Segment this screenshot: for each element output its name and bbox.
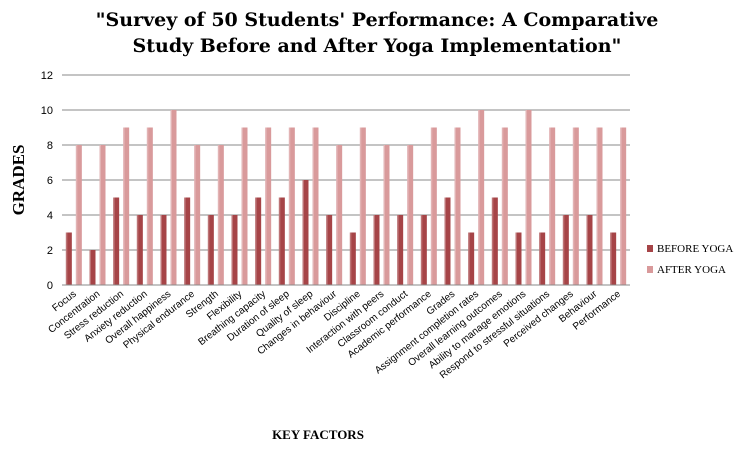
bar-after — [288, 127, 295, 285]
bar-before — [539, 232, 546, 285]
x-axis-title: KEY FACTORS — [272, 427, 364, 442]
bar-after — [217, 145, 224, 285]
bar-after — [525, 110, 532, 285]
chart-title-line-1: "Survey of 50 Students' Performance: A C… — [96, 9, 659, 31]
bar-after — [194, 145, 201, 285]
y-tick-label: 4 — [47, 210, 53, 222]
bar-before — [586, 215, 593, 285]
bar-after — [501, 127, 508, 285]
y-axis-title: GRADES — [9, 145, 28, 216]
legend-swatch — [647, 245, 653, 252]
y-axis-ticks: 0 2 4 6 8 10 12 — [41, 70, 53, 292]
legend-label: AFTER YOGA — [657, 264, 726, 276]
bar-after — [99, 145, 106, 285]
bar-after — [265, 127, 272, 285]
bar-after — [312, 127, 319, 285]
bar-before — [255, 197, 262, 285]
legend-swatch — [647, 266, 653, 273]
bar-after — [620, 127, 627, 285]
bar-after — [146, 127, 153, 285]
bar-before — [136, 215, 143, 285]
bar-before — [491, 197, 498, 285]
bar-before — [349, 232, 356, 285]
bar-before — [468, 232, 475, 285]
bar-before — [326, 215, 333, 285]
legend: BEFORE YOGA AFTER YOGA — [647, 243, 733, 276]
bar-before — [373, 215, 380, 285]
bar-before — [207, 215, 214, 285]
bar-before — [397, 215, 404, 285]
bar-after — [596, 127, 603, 285]
bar-before — [420, 215, 427, 285]
bar-after — [478, 110, 485, 285]
bar-after — [241, 127, 248, 285]
bar-after — [75, 145, 82, 285]
y-tick-label: 0 — [47, 280, 53, 292]
bar-before — [302, 180, 309, 285]
y-tick-label: 12 — [41, 70, 53, 82]
bar-before — [113, 197, 120, 285]
bar-before — [65, 232, 72, 285]
bar-before — [160, 215, 167, 285]
y-tick-label: 10 — [41, 105, 53, 117]
y-tick-label: 8 — [47, 140, 53, 152]
bar-after — [572, 127, 579, 285]
bar-after — [430, 127, 437, 285]
legend-label: BEFORE YOGA — [657, 243, 733, 255]
bar-before — [562, 215, 569, 285]
bars — [65, 110, 627, 285]
bar-after — [170, 110, 177, 285]
bar-before — [515, 232, 522, 285]
bar-before — [278, 197, 285, 285]
bar-after — [454, 127, 461, 285]
bar-after — [336, 145, 343, 285]
bar-after — [123, 127, 130, 285]
bar-before — [231, 215, 238, 285]
bar-before — [610, 232, 617, 285]
y-tick-label: 2 — [47, 245, 53, 257]
bar-after — [549, 127, 556, 285]
y-tick-label: 6 — [47, 175, 53, 187]
bar-after — [383, 145, 390, 285]
bar-after — [359, 127, 366, 285]
grid-lines — [62, 74, 630, 251]
bar-before — [444, 197, 451, 285]
chart-title-line-2: Study Before and After Yoga Implementati… — [133, 35, 622, 57]
bar-before — [89, 250, 96, 285]
bar-before — [184, 197, 191, 285]
bar-after — [407, 145, 414, 285]
